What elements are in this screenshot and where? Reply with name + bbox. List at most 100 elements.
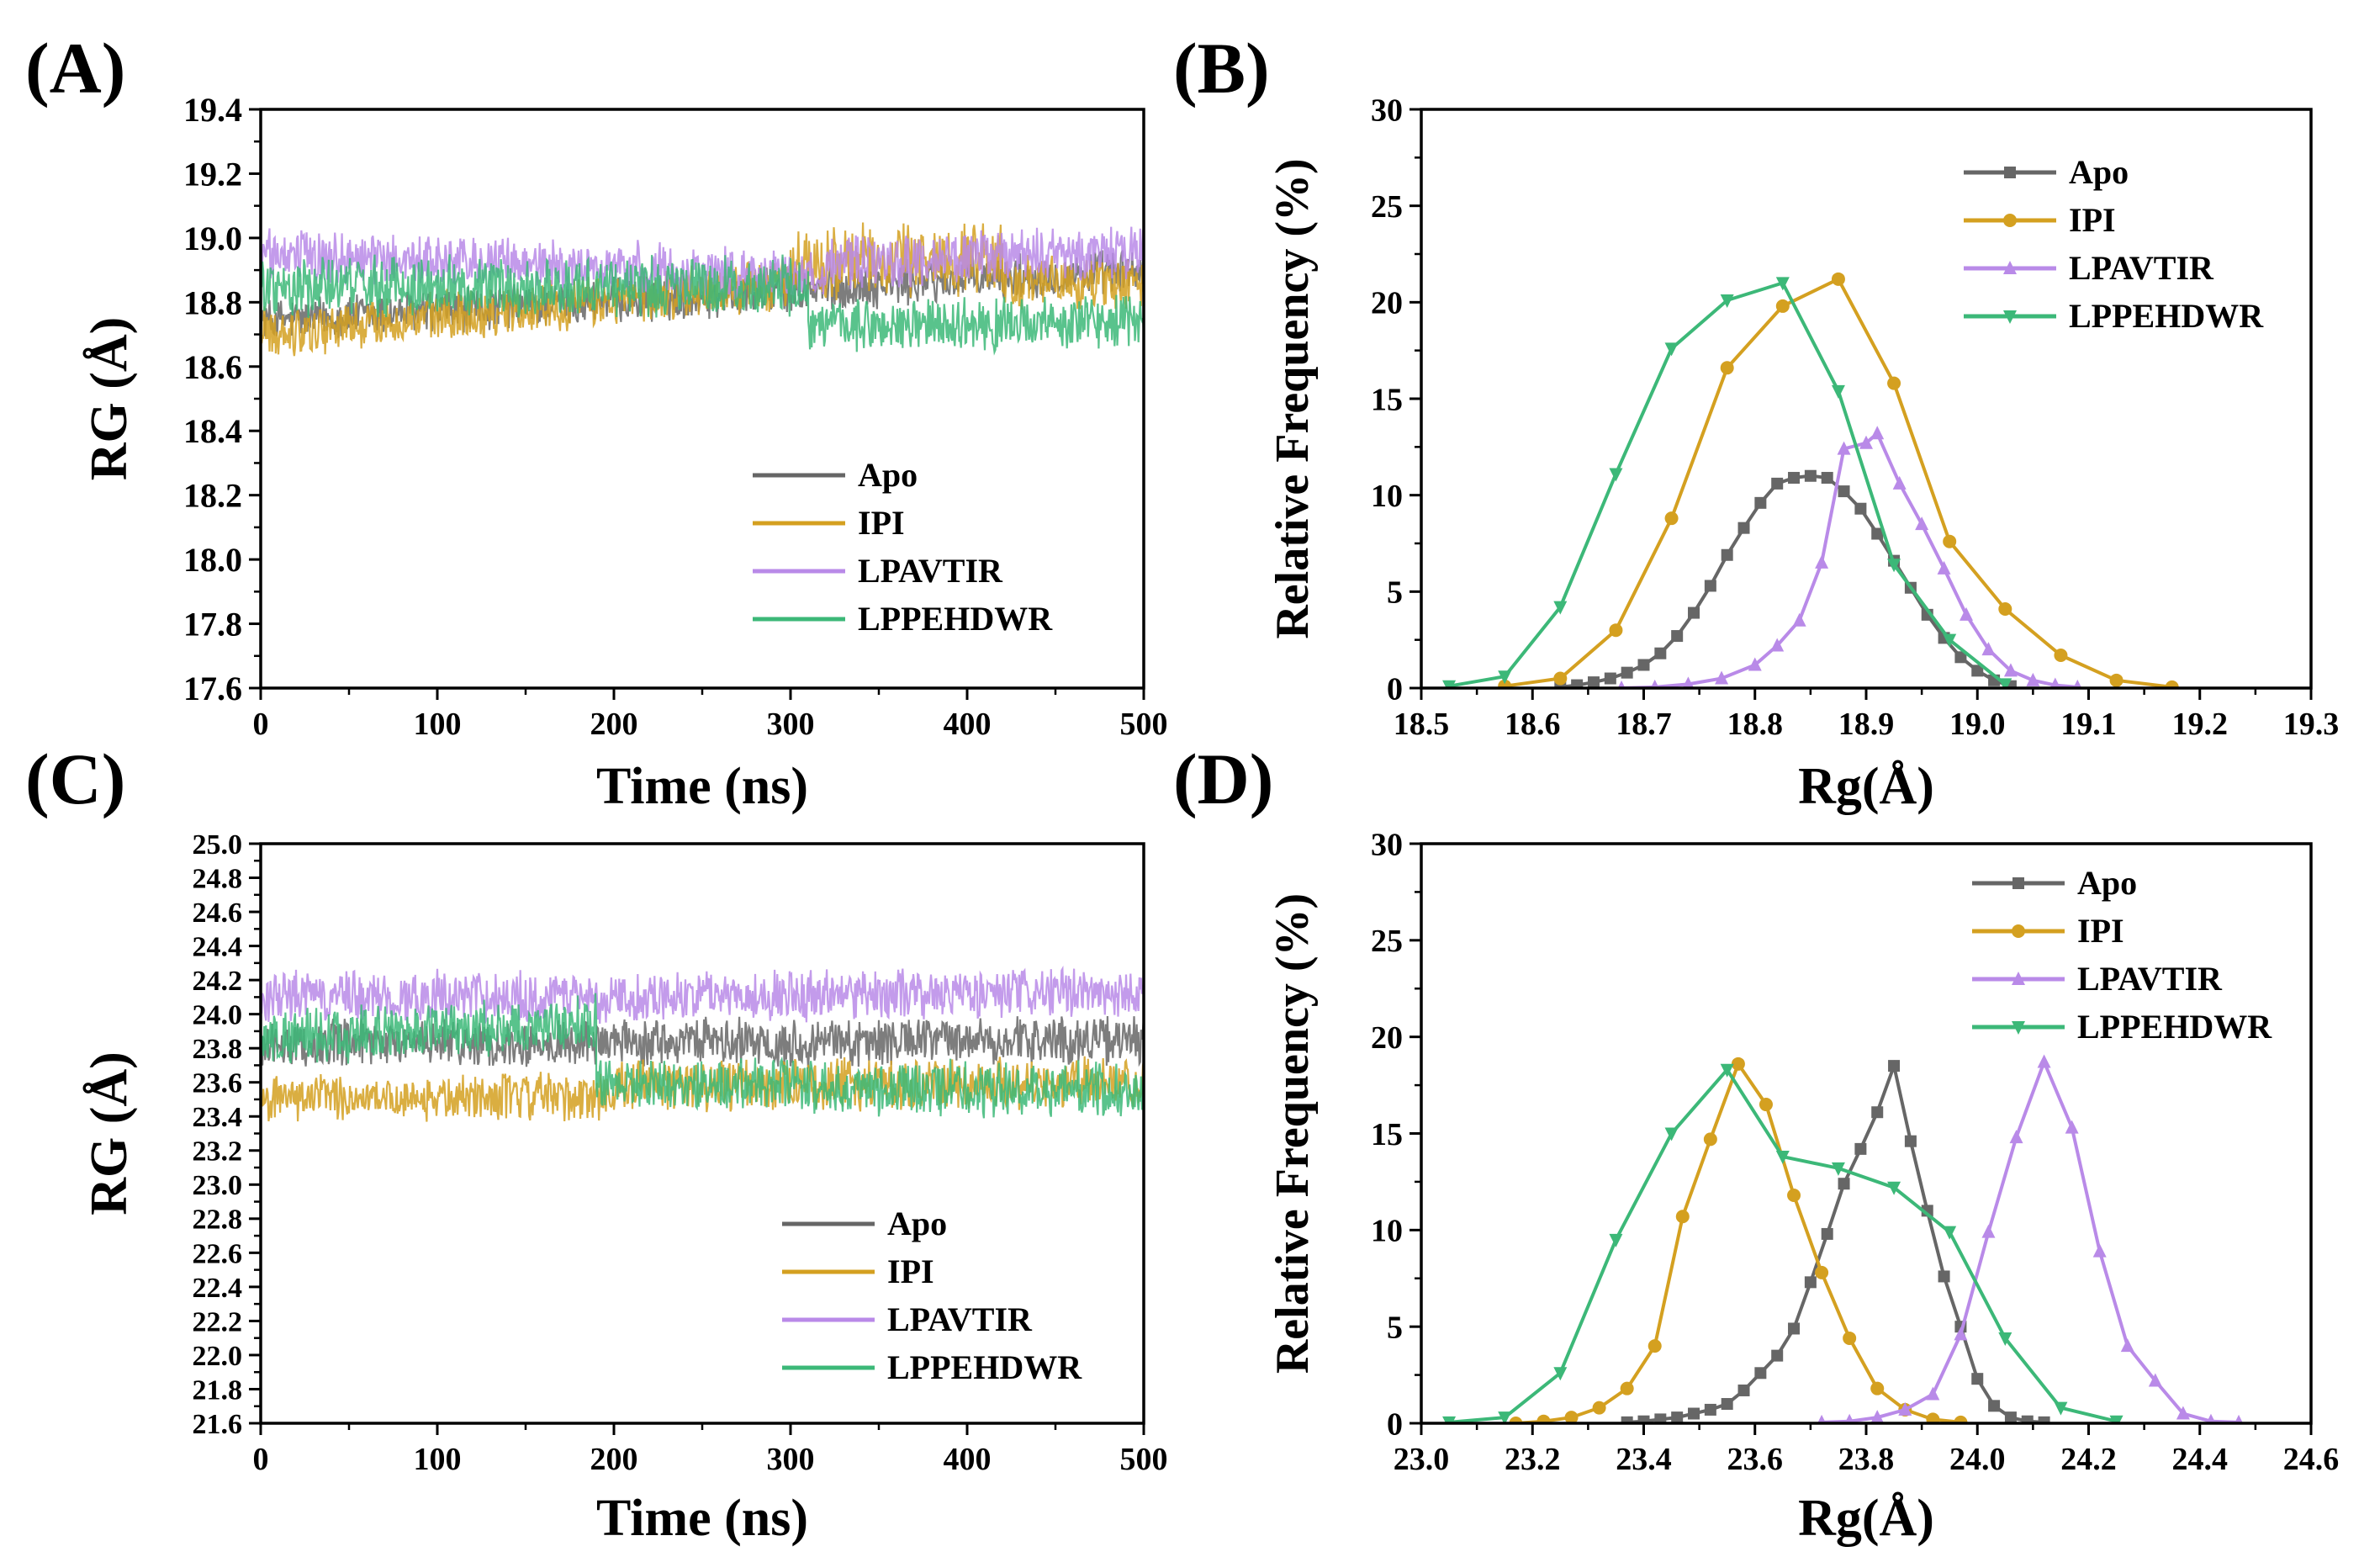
data-point-lppehdwr bbox=[1664, 342, 1679, 357]
data-point-lpavtir bbox=[1981, 642, 1996, 656]
legend-label-ipi: IPI bbox=[887, 1252, 934, 1290]
data-point-ipi bbox=[1843, 1331, 1857, 1345]
data-point-apo bbox=[1671, 630, 1684, 643]
series-line-lppehdwr bbox=[261, 254, 1144, 356]
legend-label-lpavtir: LPAVTIR bbox=[2069, 249, 2214, 287]
data-point-apo bbox=[1838, 485, 1850, 498]
legend-label-apo: Apo bbox=[2077, 864, 2137, 902]
data-point-apo bbox=[1654, 1413, 1667, 1423]
data-point-lpavtir bbox=[2148, 1373, 2162, 1387]
data-point-apo bbox=[1804, 1276, 1817, 1289]
y-tick-label: 22.4 bbox=[193, 1273, 243, 1304]
y-tick-label: 21.6 bbox=[193, 1409, 243, 1440]
data-point-lppehdwr bbox=[1775, 1151, 1790, 1165]
legend-label-ipi: IPI bbox=[2077, 912, 2124, 950]
legend-label-apo: Apo bbox=[858, 456, 918, 494]
legend: Apo IPI LPAVTIR LPPEHDWR bbox=[1972, 864, 2272, 1046]
data-point-lppehdwr bbox=[2054, 1401, 2068, 1416]
data-point-lppehdwr bbox=[1498, 1411, 1512, 1423]
data-point-apo bbox=[1704, 1403, 1716, 1416]
x-tick-label: 18.7 bbox=[1616, 707, 1672, 742]
data-point-apo bbox=[1754, 496, 1767, 509]
y-axis-title: Relative Frequency (%) bbox=[1267, 158, 1319, 638]
data-point-ipi bbox=[1564, 1411, 1579, 1423]
legend-label-apo: Apo bbox=[2069, 153, 2129, 191]
legend-marker-apo bbox=[2004, 167, 2016, 178]
data-point-lpavtir bbox=[2073, 679, 2082, 688]
data-point-lppehdwr bbox=[1831, 1162, 1845, 1176]
data-point-lpavtir bbox=[2176, 1406, 2190, 1420]
x-tick-label: 200 bbox=[590, 1442, 638, 1477]
data-point-apo bbox=[1637, 1415, 1650, 1423]
x-tick-label: 24.4 bbox=[2172, 1442, 2229, 1477]
panel-label: (C) bbox=[25, 739, 125, 819]
y-tick-label: 22.0 bbox=[193, 1341, 243, 1372]
data-point-ipi bbox=[1998, 601, 2012, 616]
data-point-lpavtir bbox=[1792, 612, 1806, 627]
y-tick-label: 18.0 bbox=[183, 541, 242, 579]
data-point-apo bbox=[1771, 1349, 1784, 1362]
data-point-lpavtir bbox=[1859, 435, 1873, 449]
data-point-ipi bbox=[1831, 272, 1845, 286]
x-tick-label: 300 bbox=[767, 707, 815, 742]
data-point-apo bbox=[1804, 469, 1817, 482]
x-tick-label: 23.8 bbox=[1838, 1442, 1895, 1477]
x-tick-label: 100 bbox=[414, 707, 462, 742]
data-point-lpavtir bbox=[1682, 676, 1695, 688]
y-tick-label: 5 bbox=[1387, 575, 1403, 611]
y-tick-label: 0 bbox=[1387, 1406, 1403, 1442]
legend-marker-lpavtir bbox=[2003, 261, 2017, 274]
y-tick-label: 23.8 bbox=[193, 1034, 243, 1065]
data-point-lppehdwr bbox=[1887, 559, 1901, 573]
data-point-lppehdwr bbox=[1775, 277, 1790, 291]
data-point-apo bbox=[2004, 1411, 2017, 1423]
data-point-lppehdwr bbox=[1609, 1233, 1623, 1247]
series-line-lppehdwr bbox=[261, 993, 1144, 1119]
data-point-apo bbox=[1854, 1142, 1867, 1155]
plot-area bbox=[1442, 272, 2179, 688]
panel-label: (D) bbox=[1173, 739, 1273, 819]
x-tick-label: 24.6 bbox=[2283, 1442, 2340, 1477]
data-point-apo bbox=[2021, 1415, 2034, 1423]
data-point-apo bbox=[1671, 1411, 1684, 1423]
data-point-ipi bbox=[1887, 376, 1901, 390]
data-point-lpavtir bbox=[2049, 677, 2061, 688]
series-line-lppehdwr bbox=[1448, 1067, 2118, 1423]
legend-marker-lpavtir bbox=[2012, 972, 2025, 985]
data-point-apo bbox=[1904, 1135, 1917, 1147]
y-tick-label: 22.6 bbox=[193, 1238, 243, 1269]
data-point-apo bbox=[1754, 1367, 1767, 1380]
x-tick-label: 19.3 bbox=[2283, 707, 2340, 742]
y-tick-label: 0 bbox=[1387, 671, 1403, 707]
y-tick-label: 22.2 bbox=[193, 1306, 243, 1337]
x-axis-title: Rg(Å) bbox=[1798, 758, 1934, 815]
series-line-ipi bbox=[1515, 1060, 1961, 1423]
data-point-lpavtir bbox=[1748, 657, 1762, 671]
panel-c: (C) 0 100 200 300 400 500 21.621.822.0 22.222.4 2… bbox=[25, 739, 1168, 1547]
data-point-ipi bbox=[1609, 623, 1623, 638]
y-tick-label: 20 bbox=[1371, 286, 1403, 321]
data-point-lppehdwr bbox=[1553, 1367, 1568, 1381]
data-point-ipi bbox=[1926, 1412, 1940, 1423]
y-tick-label: 23.2 bbox=[193, 1136, 243, 1168]
y-axis-title: Relative Frequency (%) bbox=[1267, 893, 1319, 1374]
y-tick-label: 23.0 bbox=[193, 1170, 243, 1201]
y-tick-label: 15 bbox=[1371, 382, 1403, 417]
y-tick-label: 24.4 bbox=[193, 931, 243, 962]
x-tick-label: 23.0 bbox=[1394, 1442, 1450, 1477]
data-point-ipi bbox=[2165, 680, 2179, 688]
data-point-lpavtir bbox=[1981, 1224, 1996, 1238]
y-tick-label: 24.6 bbox=[193, 898, 243, 929]
legend-label-ipi: IPI bbox=[858, 504, 905, 542]
data-point-lpavtir bbox=[1960, 606, 1974, 621]
data-point-apo bbox=[1621, 666, 1633, 679]
x-tick-label: 300 bbox=[767, 1442, 815, 1477]
y-tick-label: 15 bbox=[1371, 1117, 1403, 1152]
data-point-ipi bbox=[1954, 1415, 1968, 1423]
y-tick-label: 21.8 bbox=[193, 1374, 243, 1406]
series-line-apo bbox=[261, 1015, 1144, 1068]
data-point-lppehdwr bbox=[2109, 1415, 2123, 1423]
data-point-apo bbox=[1737, 1384, 1750, 1396]
panel-a: (A) 0 100 200 300 400 500 17.6 17.8 18.0 18.2 18.4 1… bbox=[25, 28, 1168, 815]
